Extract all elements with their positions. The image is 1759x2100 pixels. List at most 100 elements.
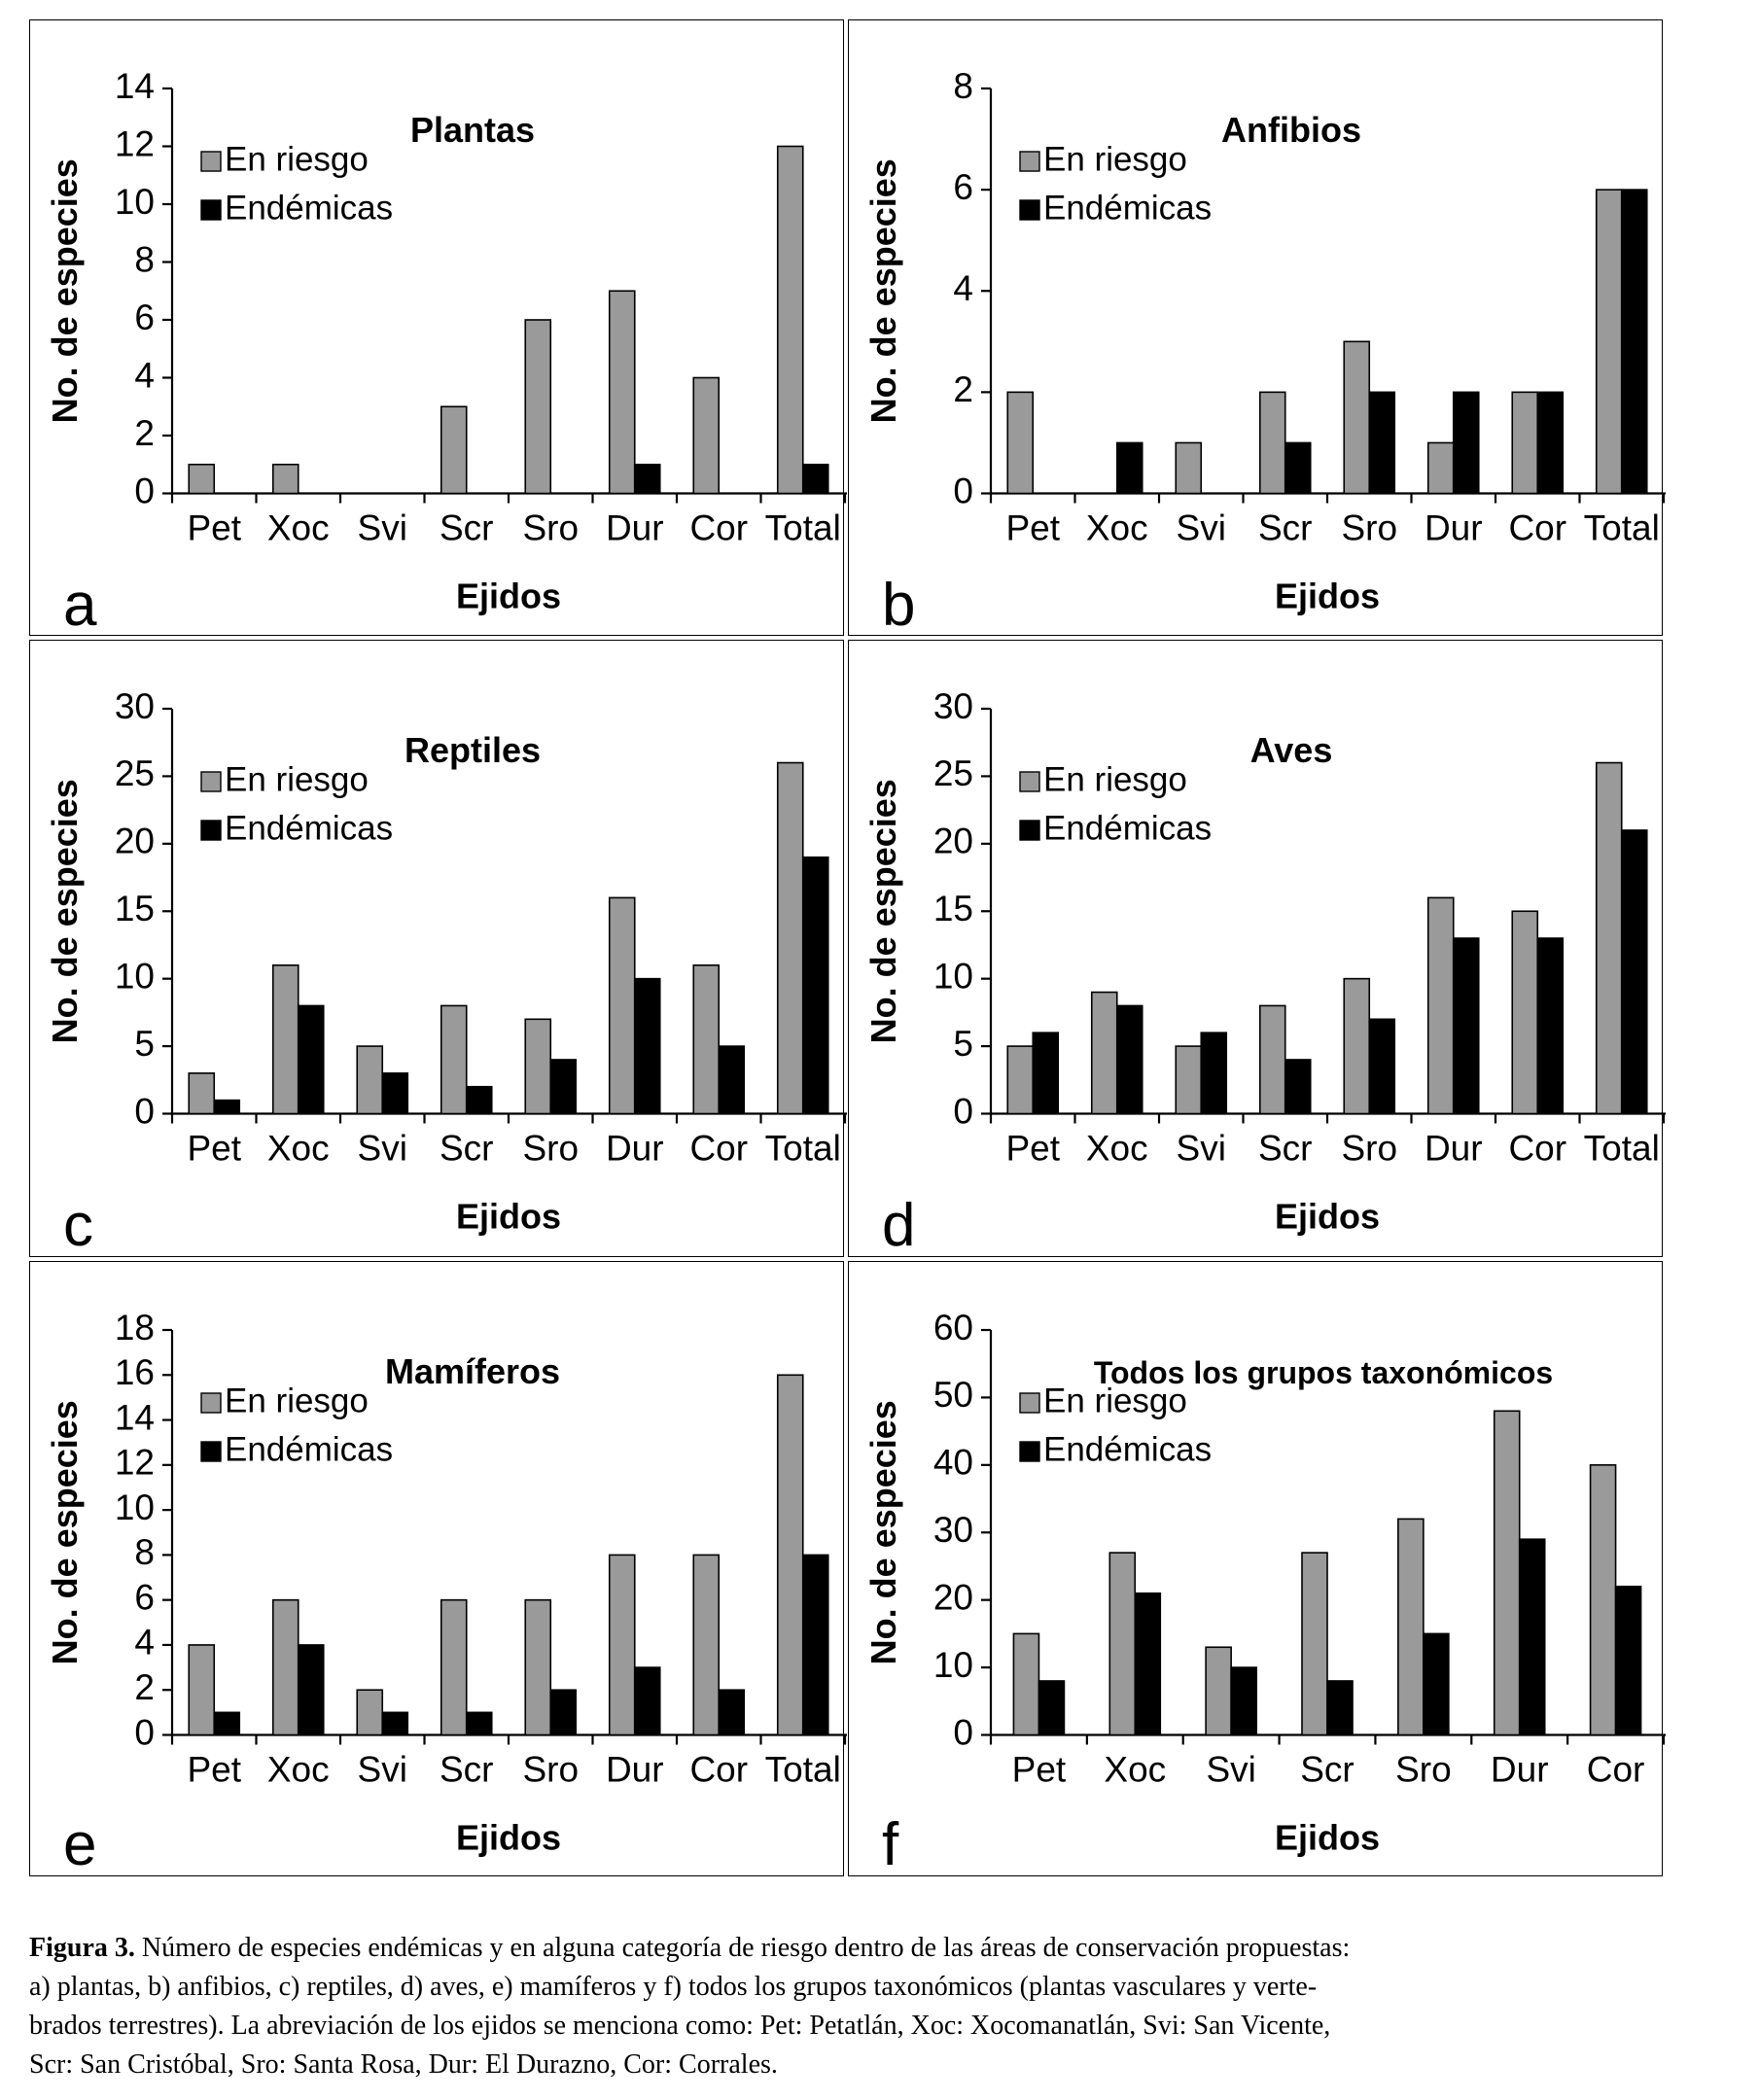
svg-text:25: 25	[933, 753, 973, 793]
svg-text:Sro: Sro	[1341, 508, 1397, 548]
svg-text:Sro: Sro	[1395, 1750, 1452, 1790]
svg-text:0: 0	[953, 471, 973, 510]
svg-text:No. de especies: No. de especies	[45, 158, 85, 423]
svg-text:Dur: Dur	[606, 508, 664, 548]
svg-text:En riesgo: En riesgo	[225, 140, 369, 178]
svg-text:Pet: Pet	[1012, 1750, 1067, 1790]
svg-text:4: 4	[134, 1623, 155, 1662]
svg-text:En riesgo: En riesgo	[225, 760, 369, 798]
svg-text:10: 10	[933, 956, 973, 996]
svg-text:En riesgo: En riesgo	[1043, 760, 1187, 798]
svg-text:Cor: Cor	[1587, 1750, 1645, 1790]
svg-text:Total: Total	[1584, 508, 1660, 548]
svg-text:60: 60	[933, 1308, 973, 1348]
svg-text:0: 0	[953, 1712, 973, 1752]
svg-text:a: a	[63, 572, 97, 639]
svg-text:Cor: Cor	[1508, 1129, 1566, 1169]
svg-text:25: 25	[115, 753, 155, 793]
svg-text:Ejidos: Ejidos	[1275, 1818, 1380, 1858]
svg-text:Ejidos: Ejidos	[1275, 1197, 1380, 1237]
svg-text:6: 6	[134, 1577, 155, 1617]
svg-text:0: 0	[134, 1091, 155, 1131]
svg-text:Pet: Pet	[1005, 1129, 1060, 1169]
svg-text:Cor: Cor	[1508, 508, 1566, 548]
svg-text:Xoc: Xoc	[267, 1750, 330, 1790]
svg-text:d: d	[882, 1192, 915, 1259]
svg-text:14: 14	[115, 66, 155, 106]
svg-text:Xoc: Xoc	[267, 1129, 330, 1169]
svg-text:Pet: Pet	[187, 508, 241, 548]
svg-text:Xoc: Xoc	[1104, 1750, 1166, 1790]
svg-text:b: b	[882, 572, 915, 639]
svg-text:Endémicas: Endémicas	[1043, 1430, 1212, 1468]
svg-text:16: 16	[115, 1352, 155, 1392]
svg-text:Scr: Scr	[1300, 1750, 1354, 1790]
svg-text:18: 18	[115, 1308, 155, 1348]
svg-text:12: 12	[115, 1443, 155, 1483]
svg-text:Xoc: Xoc	[1086, 1129, 1148, 1169]
svg-text:15: 15	[115, 889, 155, 928]
svg-text:Svi: Svi	[1177, 1129, 1226, 1169]
svg-text:No. de especies: No. de especies	[863, 158, 903, 423]
svg-text:40: 40	[933, 1443, 973, 1483]
svg-text:15: 15	[933, 889, 973, 928]
svg-text:Endémicas: Endémicas	[225, 809, 393, 847]
svg-text:5: 5	[134, 1024, 155, 1064]
svg-text:Total: Total	[765, 1750, 841, 1790]
svg-text:Sro: Sro	[522, 1750, 579, 1790]
svg-text:Total: Total	[765, 1129, 841, 1169]
svg-text:12: 12	[115, 123, 155, 163]
svg-text:f: f	[882, 1811, 899, 1878]
svg-text:0: 0	[134, 1712, 155, 1752]
svg-text:6: 6	[134, 298, 155, 337]
svg-text:No. de especies: No. de especies	[863, 1400, 903, 1664]
svg-text:Dur: Dur	[1425, 508, 1483, 548]
svg-text:Xoc: Xoc	[267, 508, 330, 548]
svg-text:Svi: Svi	[1206, 1750, 1255, 1790]
svg-text:No. de especies: No. de especies	[45, 779, 85, 1043]
svg-text:0: 0	[134, 471, 155, 510]
svg-text:Mamíferos: Mamíferos	[385, 1351, 560, 1391]
svg-text:Scr: Scr	[1258, 508, 1313, 548]
svg-text:Cor: Cor	[689, 508, 748, 548]
svg-text:Pet: Pet	[187, 1129, 241, 1169]
svg-text:Plantas: Plantas	[410, 110, 535, 150]
svg-text:10: 10	[115, 956, 155, 996]
svg-text:Total: Total	[765, 508, 841, 548]
svg-text:20: 20	[933, 1577, 973, 1617]
svg-text:Dur: Dur	[1425, 1129, 1483, 1169]
svg-text:2: 2	[953, 369, 973, 409]
svg-text:Sro: Sro	[522, 508, 579, 548]
svg-text:En riesgo: En riesgo	[1043, 140, 1187, 178]
svg-text:6: 6	[953, 167, 973, 207]
svg-text:8: 8	[134, 1532, 155, 1572]
svg-text:Dur: Dur	[1491, 1750, 1549, 1790]
svg-text:Svi: Svi	[1177, 508, 1226, 548]
svg-text:Dur: Dur	[606, 1129, 664, 1169]
svg-text:Svi: Svi	[358, 508, 407, 548]
svg-text:e: e	[63, 1811, 96, 1878]
svg-text:Scr: Scr	[440, 1129, 494, 1169]
svg-text:2: 2	[134, 1667, 155, 1707]
svg-text:Cor: Cor	[689, 1129, 748, 1169]
svg-text:Reptiles: Reptiles	[405, 730, 541, 770]
svg-text:Scr: Scr	[1258, 1129, 1313, 1169]
svg-text:Endémicas: Endémicas	[1043, 189, 1212, 227]
svg-text:Aves: Aves	[1250, 730, 1333, 770]
svg-text:En riesgo: En riesgo	[225, 1382, 369, 1419]
svg-text:Ejidos: Ejidos	[456, 577, 561, 616]
svg-text:Svi: Svi	[358, 1129, 407, 1169]
svg-text:Scr: Scr	[440, 508, 494, 548]
svg-text:Endémicas: Endémicas	[1043, 809, 1212, 847]
svg-text:10: 10	[115, 1488, 155, 1527]
svg-text:Cor: Cor	[689, 1750, 748, 1790]
svg-text:Sro: Sro	[1341, 1129, 1397, 1169]
svg-text:20: 20	[115, 822, 155, 861]
svg-text:30: 30	[933, 686, 973, 726]
svg-text:8: 8	[134, 239, 155, 279]
svg-text:Anfibios: Anfibios	[1221, 110, 1361, 150]
svg-text:50: 50	[933, 1375, 973, 1415]
svg-text:Ejidos: Ejidos	[1275, 577, 1380, 616]
svg-text:No. de especies: No. de especies	[863, 779, 903, 1043]
svg-text:Svi: Svi	[358, 1750, 407, 1790]
